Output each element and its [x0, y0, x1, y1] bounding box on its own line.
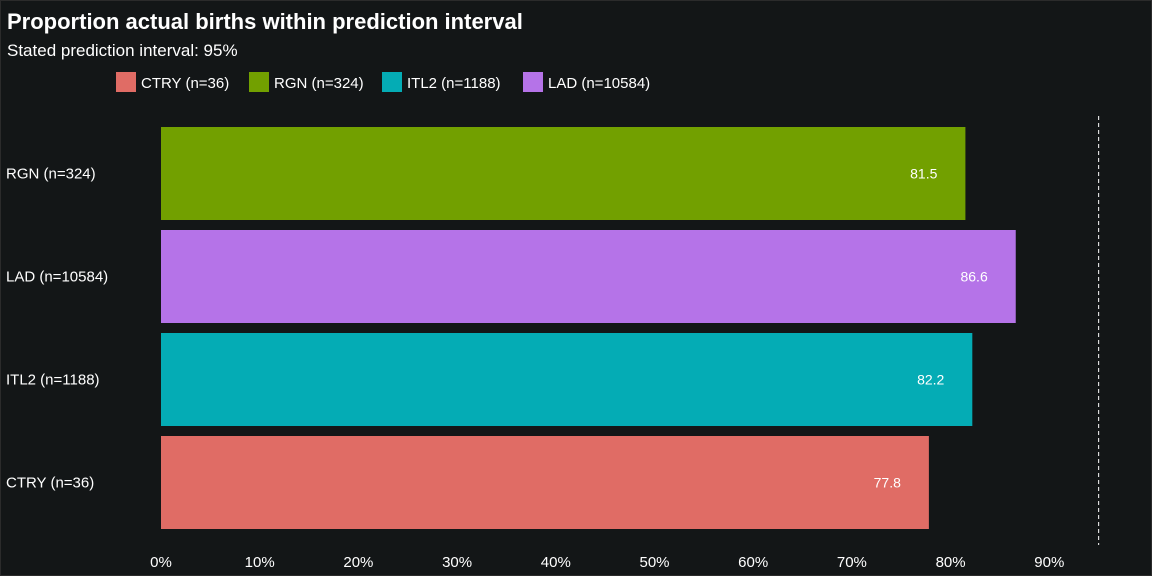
category-label: LAD (n=10584) — [6, 269, 108, 286]
data-label: 82.2 — [917, 372, 944, 388]
bar — [161, 230, 1016, 323]
x-tick-label: 50% — [639, 554, 669, 571]
legend-label: LAD (n=10584) — [548, 75, 650, 92]
legend-swatch — [116, 72, 136, 92]
legend-swatch — [523, 72, 543, 92]
legend-swatch — [249, 72, 269, 92]
bar — [161, 333, 973, 426]
category-label: CTRY (n=36) — [6, 475, 94, 492]
x-tick-label: 70% — [837, 554, 867, 571]
category-label: ITL2 (n=1188) — [6, 372, 100, 389]
x-tick-label: 60% — [738, 554, 768, 571]
bar — [161, 436, 929, 529]
bar — [161, 127, 966, 220]
chart-subtitle: Stated prediction interval: 95% — [7, 41, 238, 60]
x-tick-label: 30% — [442, 554, 472, 571]
x-tick-label: 90% — [1034, 554, 1064, 571]
x-tick-label: 40% — [541, 554, 571, 571]
data-label: 86.6 — [960, 269, 987, 285]
data-label: 77.8 — [874, 475, 901, 491]
chart-title: Proportion actual births within predicti… — [7, 9, 523, 34]
legend-swatch — [382, 72, 402, 92]
legend-label: ITL2 (n=1188) — [407, 75, 501, 92]
bars-group: RGN (n=324) 81.5 LAD (n=10584) 86.6 ITL2 (n=… — [6, 127, 1016, 529]
x-tick-label: 10% — [245, 554, 275, 571]
data-label: 81.5 — [910, 166, 937, 182]
legend-label: RGN (n=324) — [274, 75, 364, 92]
legend: CTRY (n=36) RGN (n=324) ITL2 (n=1188) LAD (… — [116, 72, 650, 92]
x-tick-label: 20% — [343, 554, 373, 571]
legend-label: CTRY (n=36) — [141, 75, 229, 92]
x-axis: 0% 10% 20% 30% 40% 50% 60% 70% 80% 90% — [150, 554, 1064, 571]
x-tick-label: 80% — [936, 554, 966, 571]
category-label: RGN (n=324) — [6, 166, 96, 183]
x-tick-label: 0% — [150, 554, 172, 571]
